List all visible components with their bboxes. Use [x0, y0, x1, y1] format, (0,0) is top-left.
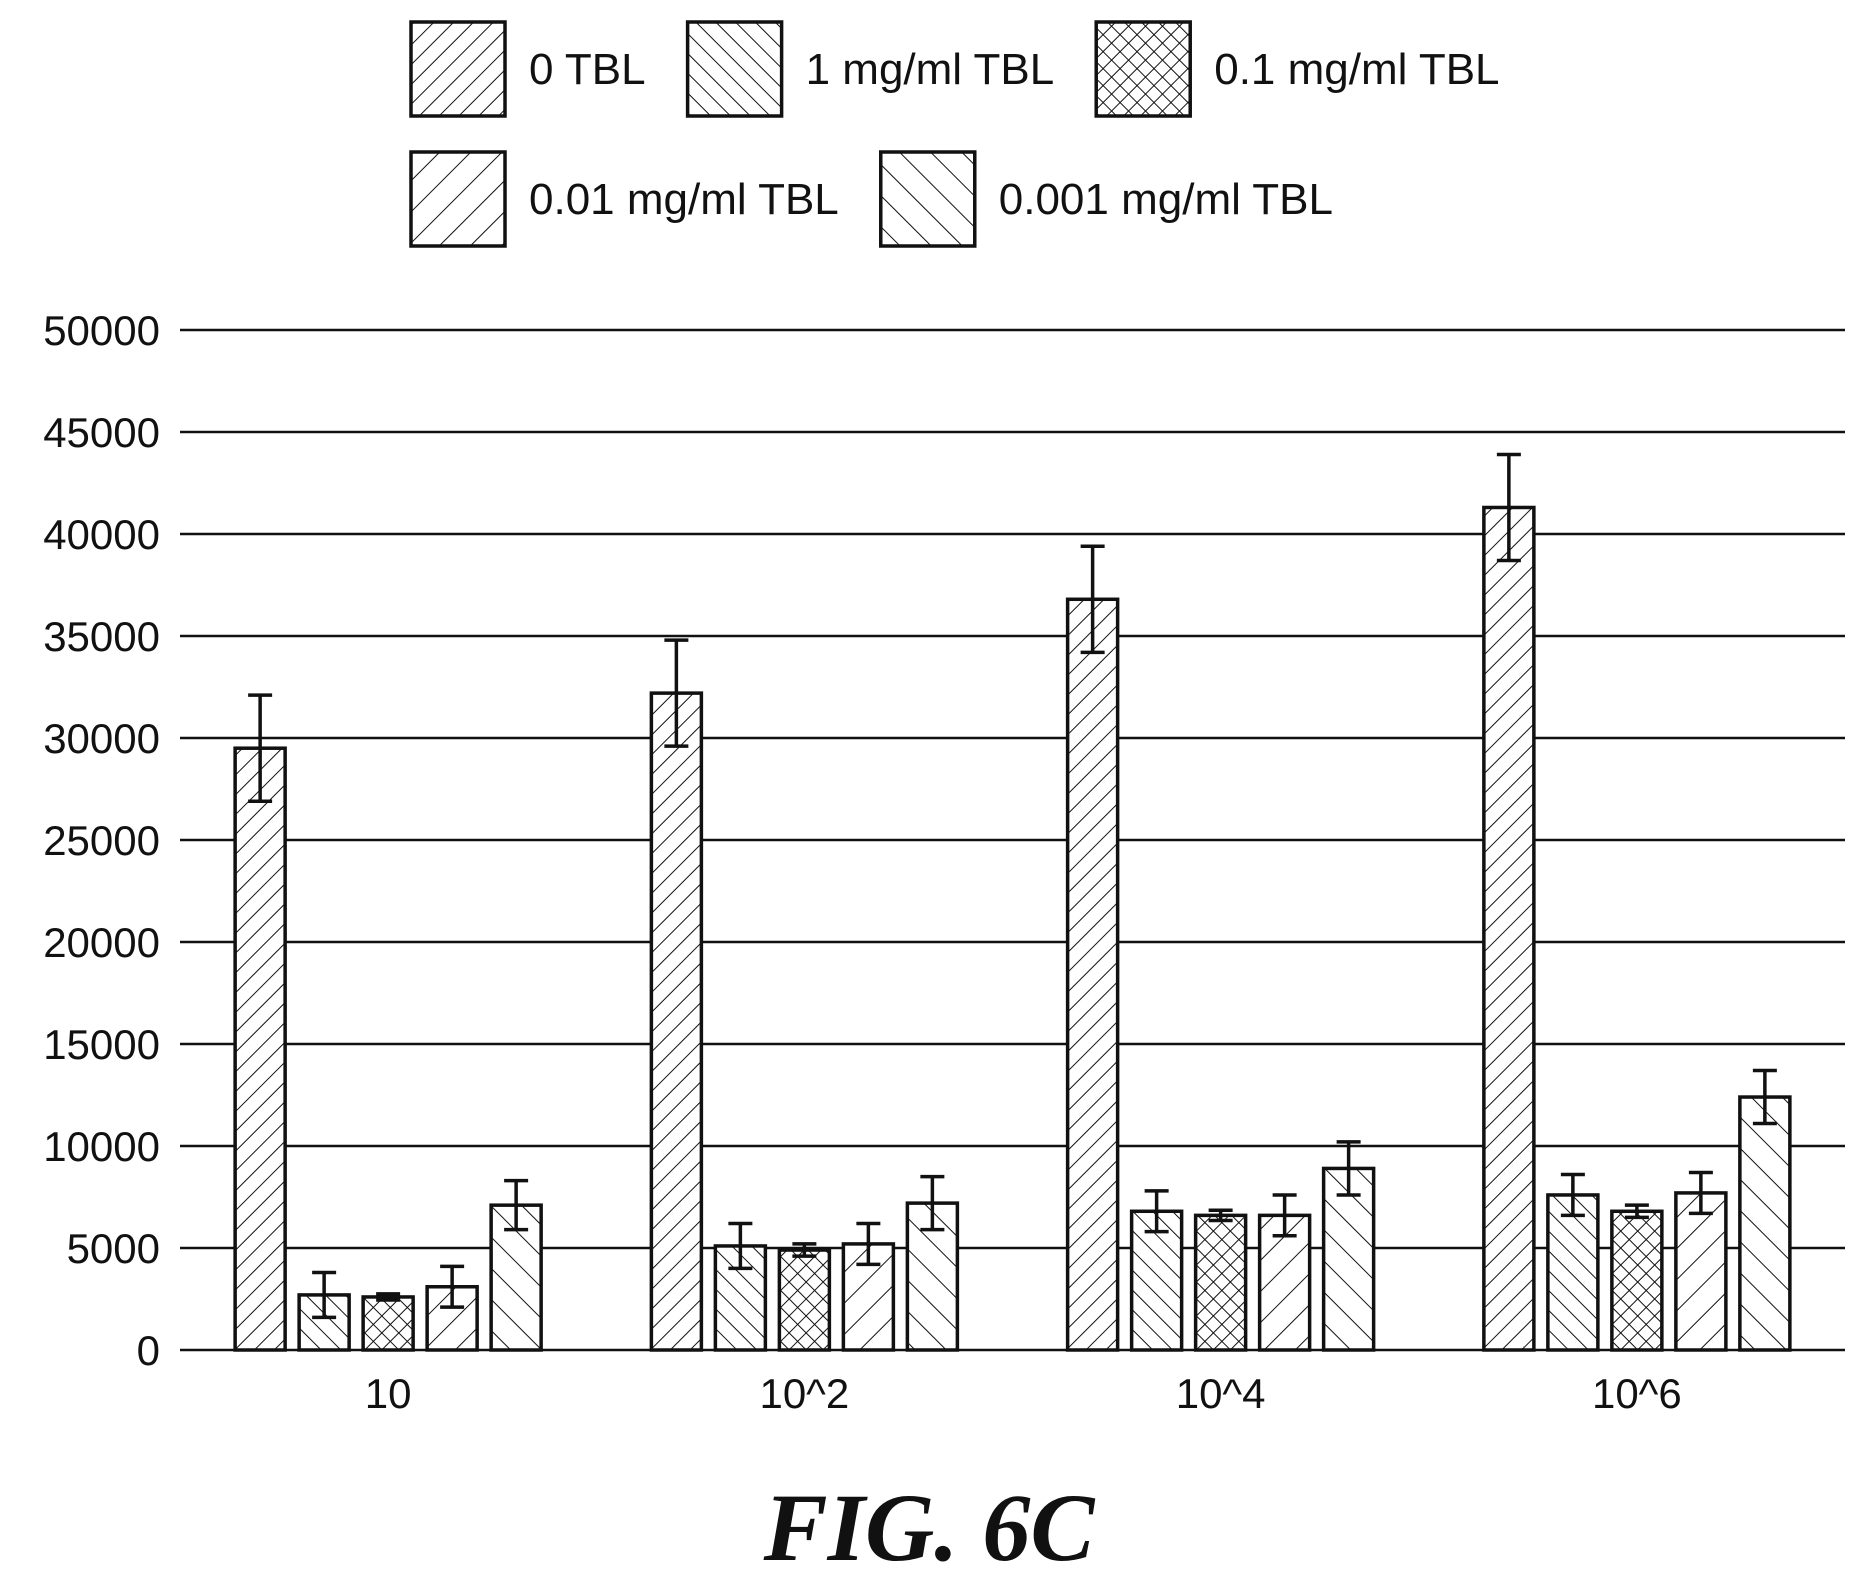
- bar: [777, 1248, 832, 1352]
- y-tick-label: 20000: [43, 919, 160, 966]
- chart-bars: [233, 452, 1792, 1352]
- y-tick-label: 30000: [43, 715, 160, 762]
- y-tick-label: 25000: [43, 817, 160, 864]
- bar: [1482, 505, 1536, 1352]
- bar: [1546, 1193, 1600, 1352]
- y-tick-label: 0: [137, 1327, 160, 1374]
- y-tick-label: 50000: [43, 307, 160, 354]
- y-tick-label: 35000: [43, 613, 160, 660]
- y-tick-label: 5000: [67, 1225, 160, 1272]
- bar: [649, 691, 704, 1352]
- legend-item: 0 TBL: [409, 20, 646, 118]
- x-axis: 10 10^2 10^4 10^6: [365, 1370, 1682, 1417]
- legend-item: 0.01 mg/ml TBL: [409, 150, 839, 248]
- legend-label: 0.001 mg/ml TBL: [999, 175, 1333, 224]
- legend-label: 0 TBL: [529, 45, 646, 94]
- bar: [297, 1293, 351, 1352]
- bar: [233, 746, 287, 1352]
- y-tick-label: 45000: [43, 409, 160, 456]
- chart-legend: 0 TBL 1 mg/ml TBL 0.1 mg/ml TBL 0.01 mg/ml …: [409, 20, 1500, 248]
- x-tick-label: 10^4: [1176, 1370, 1266, 1417]
- legend-item: 1 mg/ml TBL: [685, 20, 1055, 118]
- legend-swatch: [1094, 20, 1192, 118]
- bar: [1738, 1095, 1792, 1352]
- legend-swatch: [879, 150, 977, 248]
- legend-item: 0.001 mg/ml TBL: [879, 150, 1333, 248]
- figure-caption: FIG. 6C: [763, 1474, 1096, 1581]
- y-tick-label: 10000: [43, 1123, 160, 1170]
- legend-item: 0.1 mg/ml TBL: [1094, 20, 1500, 118]
- legend-swatch: [409, 20, 507, 118]
- x-tick-label: 10^6: [1592, 1370, 1682, 1417]
- chart-gridlines: [180, 328, 1845, 1352]
- legend-label: 0.1 mg/ml TBL: [1214, 45, 1499, 94]
- legend-swatch: [685, 20, 784, 118]
- bar: [1193, 1213, 1248, 1352]
- y-tick-label: 40000: [43, 511, 160, 558]
- y-axis: 0 5000 10000 15000 20000 25000 30000 35000 40000…: [43, 307, 160, 1374]
- legend-label: 1 mg/ml TBL: [806, 45, 1055, 94]
- bar: [1674, 1191, 1728, 1352]
- bar: [1610, 1209, 1664, 1352]
- legend-swatch: [409, 150, 507, 248]
- x-tick-label: 10: [365, 1370, 412, 1417]
- bar: [361, 1295, 415, 1352]
- y-tick-label: 15000: [43, 1021, 160, 1068]
- legend-label: 0.01 mg/ml TBL: [529, 175, 839, 224]
- bar: [1129, 1209, 1184, 1352]
- bar: [1065, 597, 1120, 1352]
- x-tick-label: 10^2: [759, 1370, 849, 1417]
- bar: [1321, 1166, 1376, 1352]
